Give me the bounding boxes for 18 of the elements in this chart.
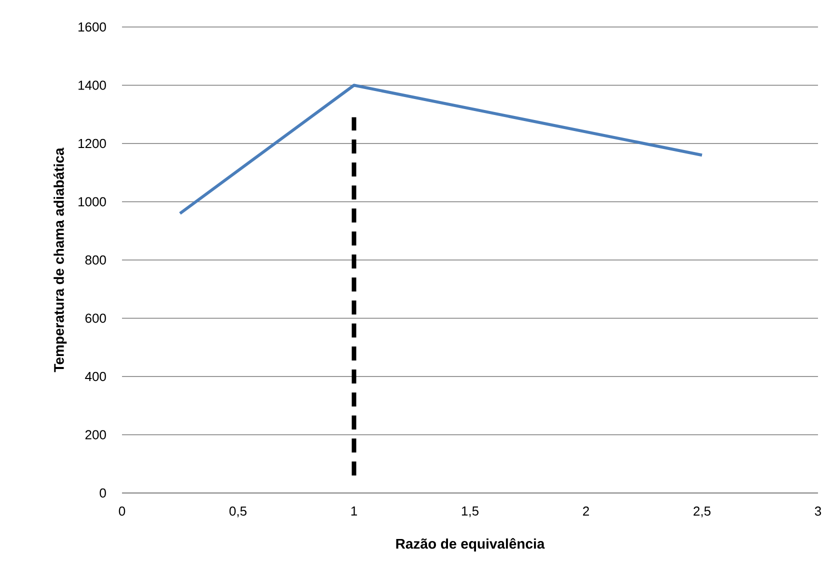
- x-tick-label: 0: [118, 506, 126, 516]
- y-tick-label: 200: [85, 430, 106, 440]
- x-tick-label: 1,5: [462, 506, 478, 518]
- x-tick-label: 2: [583, 506, 589, 516]
- y-axis-title: Temperatura de chama adiabática: [54, 148, 67, 372]
- y-tick-label: 1000: [78, 197, 106, 206]
- x-tick-label: 3: [814, 506, 822, 516]
- y-tick-label: 1400: [78, 80, 106, 90]
- y-tick-label: 600: [85, 314, 106, 323]
- y-tick-label: 400: [85, 372, 106, 382]
- x-tick-label: 0,5: [229, 506, 246, 518]
- x-tick-label: 1: [351, 506, 357, 516]
- y-tick-label: 0: [100, 488, 106, 498]
- y-tick-label: 800: [85, 255, 106, 265]
- y-tick-label: 1600: [78, 22, 106, 32]
- x-axis-title: Razão de equivalência: [396, 538, 545, 552]
- x-tick-label: 2,5: [694, 506, 710, 518]
- y-tick-label: 1200: [78, 138, 106, 148]
